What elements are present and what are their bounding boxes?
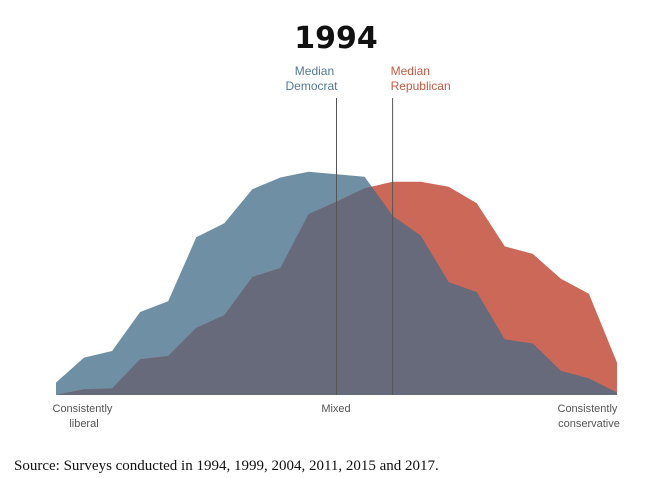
source-note: Source: Surveys conducted in 1994, 1999,… [14, 458, 439, 474]
axis-label-conservative-line1: Consistently [558, 403, 618, 415]
axis-label-liberal-line1: Consistently [53, 403, 113, 415]
median-republican-label: Median Republican [391, 64, 451, 93]
chart-title: 1994 [294, 21, 378, 56]
median-democrat-label-line1: Median [295, 64, 334, 78]
axis-label-liberal-line2: liberal [69, 418, 98, 430]
axis-label-conservative: Consistently conservative [558, 403, 621, 430]
median-democrat-label: Median Democrat [285, 64, 338, 93]
median-republican-label-line2: Republican [391, 79, 451, 93]
axis-label-conservative-line2: conservative [558, 418, 620, 430]
median-democrat-label-line2: Democrat [285, 79, 338, 93]
median-republican-label-line1: Median [391, 64, 430, 78]
axis-label-mixed: Mixed [321, 403, 350, 415]
axis-label-liberal: Consistently liberal [53, 403, 116, 430]
